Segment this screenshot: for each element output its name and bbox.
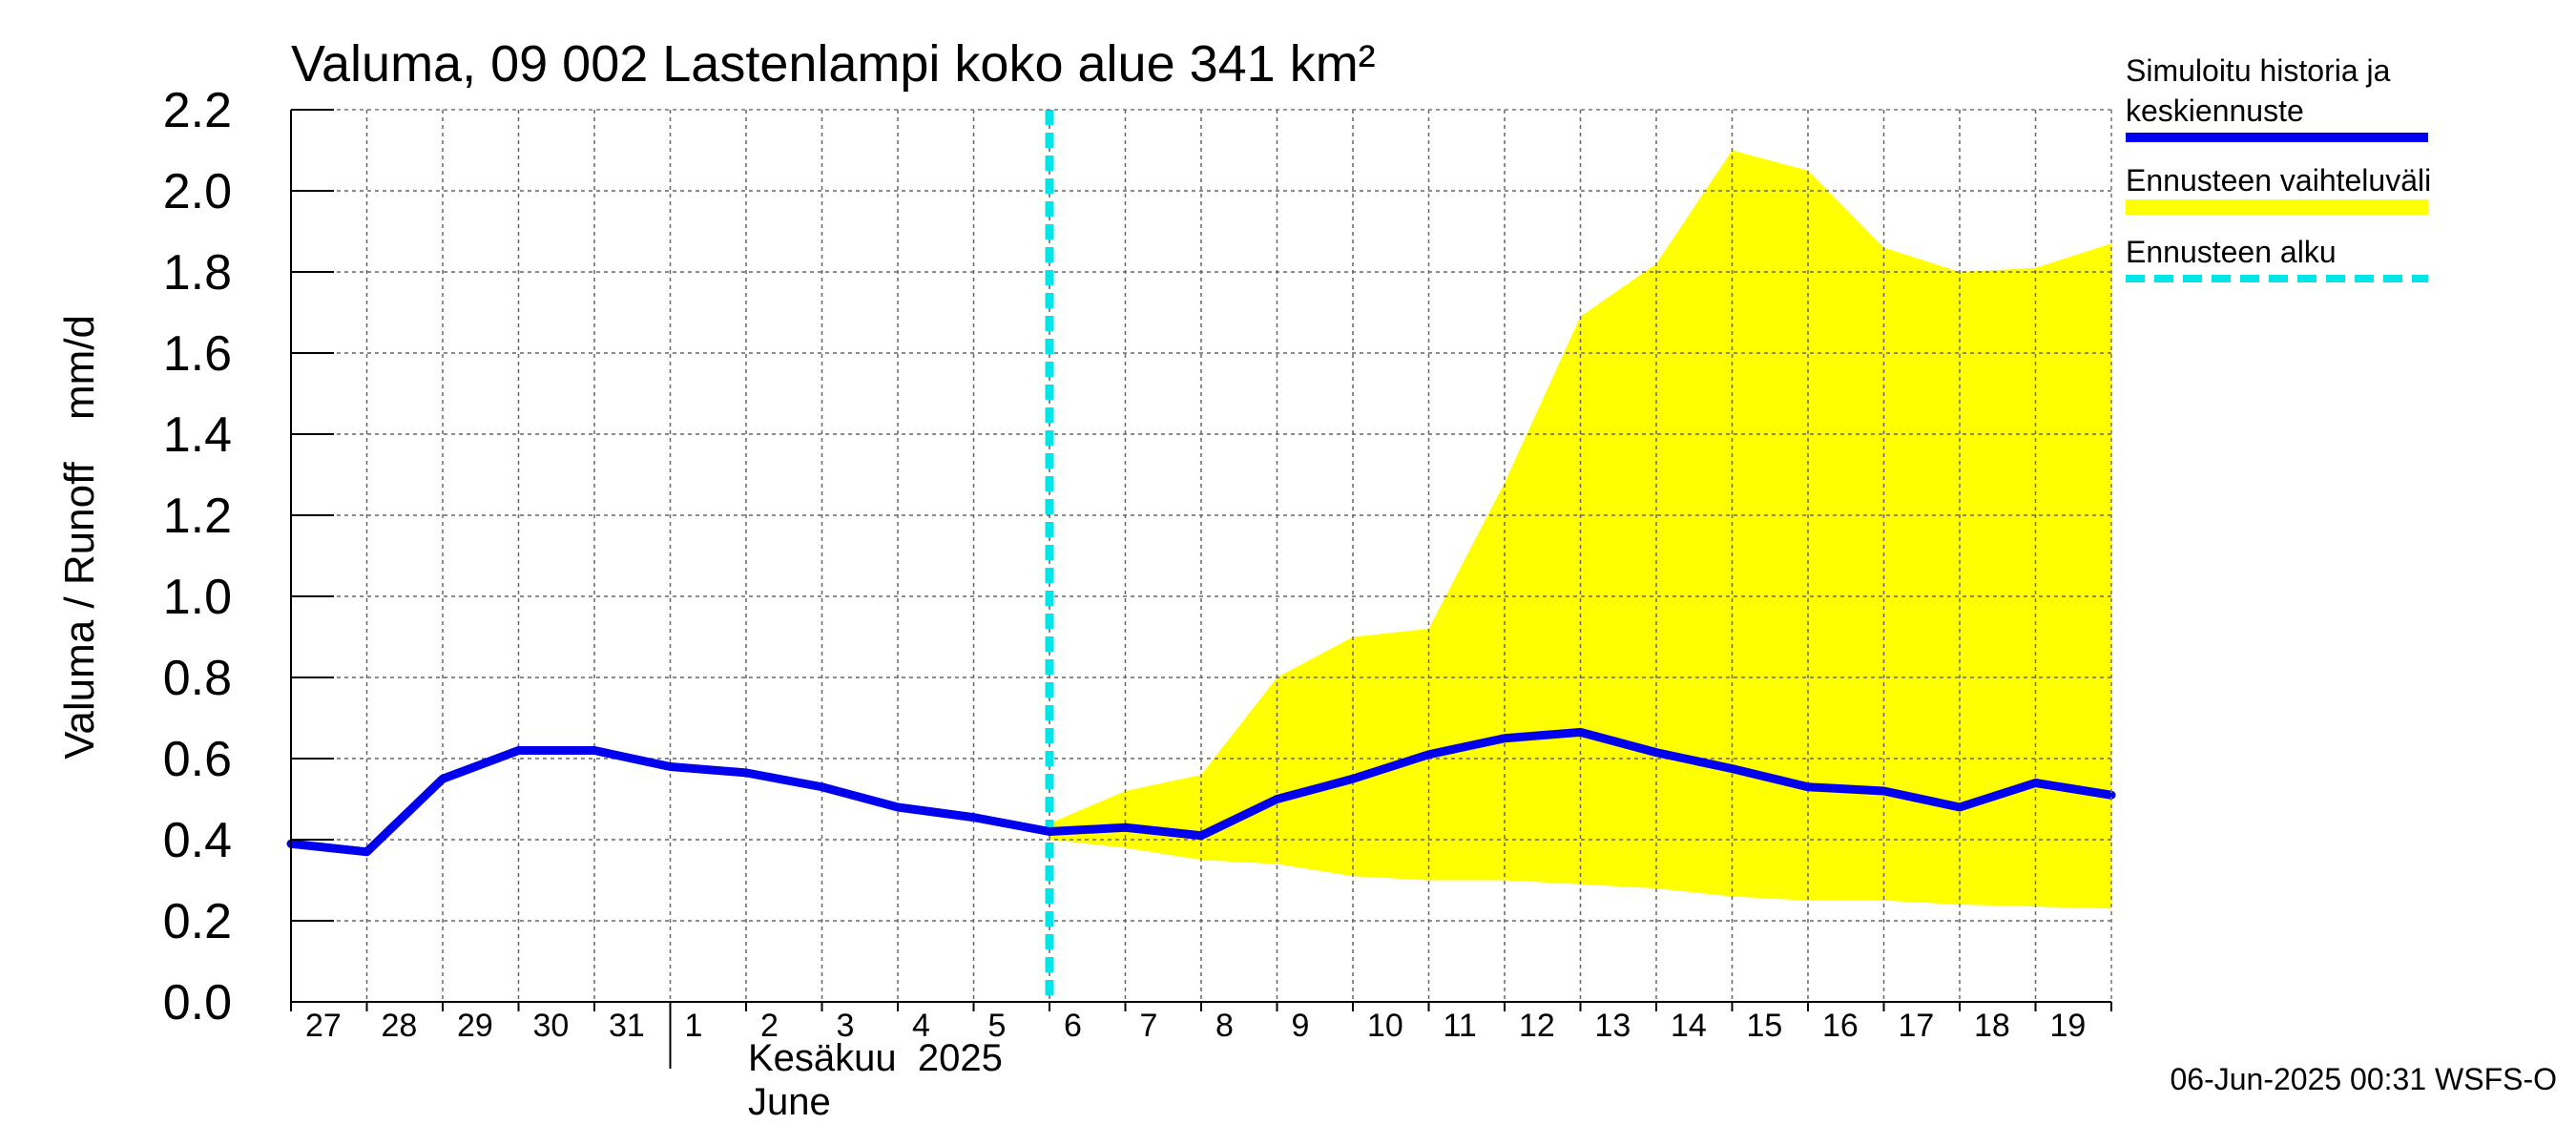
y-tick-label: 2.2 (163, 83, 232, 138)
x-tick-label: 12 (1519, 1008, 1555, 1044)
x-tick-label: 13 (1595, 1008, 1631, 1044)
x-tick-label: 7 (1140, 1008, 1158, 1044)
y-tick-label: 0.4 (163, 813, 232, 868)
month-label-en: June (748, 1081, 831, 1123)
x-tick-label: 2 (760, 1008, 779, 1044)
forecast-band-layer (1049, 150, 2111, 909)
legend-label-band: Ennusteen vaihteluväli (2126, 163, 2431, 198)
x-tick-label: 15 (1747, 1008, 1783, 1044)
x-tick-label: 5 (988, 1008, 1007, 1044)
x-tick-label: 6 (1064, 1008, 1082, 1044)
y-tick-labels: 0.0 0.2 0.4 0.6 0.8 1.0 1.2 1.4 1.6 1.8 2.0 2.2 (163, 83, 232, 1030)
y-tick-label: 0.8 (163, 651, 232, 706)
x-tick-label: 27 (305, 1008, 342, 1044)
month-label-fi: Kesäkuu 2025 (748, 1037, 1003, 1079)
y-tick-label: 0.6 (163, 732, 232, 787)
x-tick-label: 16 (1822, 1008, 1859, 1044)
x-tick-label: 14 (1671, 1008, 1707, 1044)
axis-layer (290, 109, 2112, 1069)
x-tick-label: 18 (1974, 1008, 2010, 1044)
x-tick-label: 10 (1367, 1008, 1403, 1044)
y-tick-label: 1.6 (163, 326, 232, 382)
y-tick-label: 2.0 (163, 164, 232, 219)
x-tick-label: 30 (533, 1008, 570, 1044)
x-tick-label: 1 (685, 1008, 703, 1044)
y-tick-label: 1.2 (163, 489, 232, 544)
x-tick-label: 19 (2050, 1008, 2087, 1044)
x-tick-label: 9 (1292, 1008, 1310, 1044)
footer-timestamp: 06-Jun-2025 00:31 WSFS-O (2170, 1062, 2557, 1096)
x-tick-label: 4 (912, 1008, 930, 1044)
legend: Simuloitu historia ja keskiennuste Ennus… (2126, 53, 2431, 282)
mean-runoff-line (286, 727, 2116, 857)
x-tick-labels: 27 28 29 30 31 1 2 3 4 5 6 7 8 9 10 11 12 13 14 15 16 17 18 19 (305, 1008, 2086, 1044)
y-axis-unit: mm/d (56, 315, 103, 420)
y-tick-label: 0.2 (163, 894, 232, 949)
y-tick-label: 1.4 (163, 407, 232, 463)
x-tick-label: 3 (837, 1008, 855, 1044)
x-tick-label: 11 (1444, 1008, 1477, 1044)
chart-title: Valuma, 09 002 Lastenlampi koko alue 341… (291, 35, 1376, 93)
y-tick-label: 1.0 (163, 570, 232, 625)
x-tick-label: 28 (382, 1008, 418, 1044)
series-line-layer (286, 727, 2116, 857)
x-tick-label: 8 (1215, 1008, 1234, 1044)
legend-label-series-2: keskiennuste (2126, 94, 2304, 128)
x-tick-label: 29 (457, 1008, 493, 1044)
x-tick-label: 31 (609, 1008, 645, 1044)
y-axis-label: Valuma / Runoff (56, 462, 103, 760)
x-tick-label: 17 (1899, 1008, 1935, 1044)
legend-label-forecast-start: Ennusteen alku (2126, 235, 2337, 269)
legend-label-series-1: Simuloitu historia ja (2126, 53, 2391, 88)
forecast-range-band (1049, 150, 2111, 909)
y-tick-label: 1.8 (163, 245, 232, 301)
y-tick-label: 0.0 (163, 975, 232, 1030)
